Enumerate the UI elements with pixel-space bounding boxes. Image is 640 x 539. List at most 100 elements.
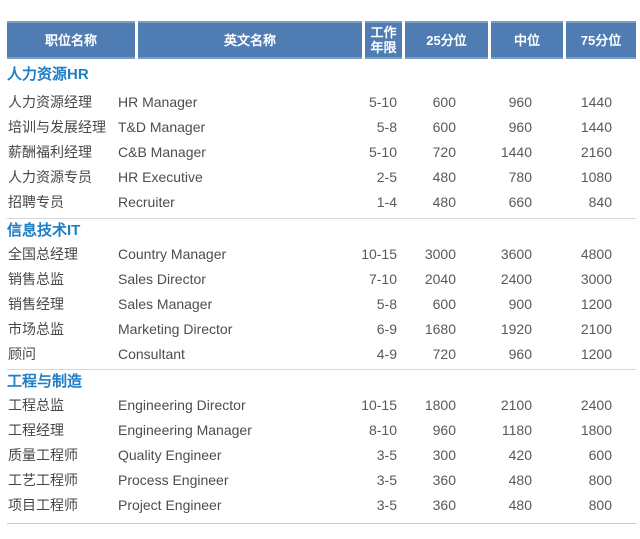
position-en-cell: Process Engineer [118, 471, 229, 488]
years-cell: 5-10 [368, 93, 397, 110]
position-en-cell: HR Executive [118, 168, 203, 185]
table-row: 工程经理 Engineering Manager 8-10 960 1180 1… [7, 417, 636, 442]
years-cell: 5-8 [376, 118, 397, 135]
median-cell: 480 [508, 471, 532, 488]
median-cell: 660 [508, 193, 532, 210]
position-en-cell: T&D Manager [118, 118, 206, 135]
years-cell: 5-8 [376, 295, 397, 312]
p25-cell: 480 [432, 193, 456, 210]
table-row: 培训与发展经理 T&D Manager 5-8 600 960 1440 [7, 114, 636, 139]
column-header-position-cn: 职位名称 [7, 21, 135, 59]
p25-cell: 360 [432, 471, 456, 488]
table-row: 项目工程师 Project Engineer 3-5 360 480 800 [7, 492, 636, 517]
p25-cell: 360 [432, 496, 456, 513]
table-header-row: 职位名称 英文名称 工作年限 25分位 中位 75分位 [7, 21, 636, 59]
p75-cell: 2100 [580, 320, 612, 337]
table-row: 销售经理 Sales Manager 5-8 600 900 1200 [7, 291, 636, 316]
p75-cell: 800 [588, 496, 612, 513]
median-cell: 1180 [501, 421, 532, 438]
p25-cell: 3000 [424, 245, 456, 262]
table-row: 人力资源专员 HR Executive 2-5 480 780 1080 [7, 164, 636, 189]
column-header-p25: 25分位 [405, 21, 488, 59]
p75-cell: 2160 [580, 143, 612, 160]
table-row: 顾问 Consultant 4-9 720 960 1200 [7, 341, 636, 366]
table-row: 工程总监 Engineering Director 10-15 1800 210… [7, 392, 636, 417]
position-en-cell: Engineering Manager [118, 421, 252, 438]
p75-cell: 1440 [580, 118, 612, 135]
table-row: 工艺工程师 Process Engineer 3-5 360 480 800 [7, 467, 636, 492]
median-cell: 2100 [500, 396, 532, 413]
position-en-cell: HR Manager [118, 93, 198, 110]
table-row: 销售总监 Sales Director 7-10 2040 2400 3000 [7, 266, 636, 291]
position-cn-cell: 工艺工程师 [8, 471, 78, 488]
position-cn-cell: 项目工程师 [8, 496, 78, 513]
position-cn-cell: 培训与发展经理 [8, 118, 106, 135]
years-cell: 10-15 [361, 245, 397, 262]
position-cn-cell: 销售经理 [8, 295, 64, 312]
p75-cell: 2400 [580, 396, 612, 413]
p75-cell: 1800 [580, 421, 612, 438]
years-cell: 8-10 [368, 421, 397, 438]
p75-cell: 1200 [580, 345, 612, 362]
position-en-cell: Project Engineer [118, 496, 222, 513]
median-cell: 2400 [500, 270, 532, 287]
position-cn-cell: 市场总监 [8, 320, 64, 337]
p25-cell: 2040 [424, 270, 456, 287]
years-cell: 6-9 [376, 320, 397, 337]
position-cn-cell: 全国总经理 [8, 245, 78, 262]
p75-cell: 800 [588, 471, 612, 488]
median-cell: 1440 [500, 143, 532, 160]
p25-cell: 1680 [424, 320, 456, 337]
column-header-years: 工作年限 [365, 21, 402, 59]
median-cell: 960 [508, 93, 532, 110]
years-cell: 4-9 [376, 345, 397, 362]
section-title-it: 信息技术IT [7, 221, 81, 239]
p75-cell: 1080 [580, 168, 612, 185]
table-row: 质量工程师 Quality Engineer 3-5 300 420 600 [7, 442, 636, 467]
position-cn-cell: 质量工程师 [8, 446, 78, 463]
position-en-cell: C&B Manager [118, 143, 206, 160]
position-en-cell: Quality Engineer [118, 446, 222, 463]
median-cell: 420 [508, 446, 532, 463]
p25-cell: 600 [432, 118, 456, 135]
p25-cell: 600 [432, 93, 456, 110]
median-cell: 480 [508, 496, 532, 513]
position-en-cell: Sales Manager [118, 295, 213, 312]
years-cell: 3-5 [376, 496, 397, 513]
position-en-cell: Consultant [118, 345, 185, 362]
years-cell: 3-5 [376, 471, 397, 488]
p75-cell: 4800 [580, 245, 612, 262]
table-row: 招聘专员 Recruiter 1-4 480 660 840 [7, 189, 636, 214]
position-cn-cell: 招聘专员 [8, 193, 64, 210]
p75-cell: 840 [588, 193, 612, 210]
table-row: 人力资源经理 HR Manager 5-10 600 960 1440 [7, 89, 636, 114]
median-cell: 960 [508, 345, 532, 362]
section-title-hr: 人力资源HR [7, 66, 89, 83]
position-en-cell: Marketing Director [118, 320, 233, 337]
median-cell: 900 [508, 295, 532, 312]
table-row: 全国总经理 Country Manager 10-15 3000 3600 48… [7, 241, 636, 266]
p75-cell: 3000 [580, 270, 612, 287]
years-cell: 2-5 [376, 168, 397, 185]
p25-cell: 1800 [424, 396, 456, 413]
section-engineering: 工程与制造 工程总监 Engineering Director 10-15 18… [7, 369, 636, 517]
p25-cell: 300 [432, 446, 456, 463]
position-en-cell: Country Manager [118, 245, 227, 262]
p25-cell: 720 [432, 345, 456, 362]
median-cell: 1920 [500, 320, 532, 337]
position-cn-cell: 人力资源经理 [8, 93, 92, 110]
section-it: 信息技术IT 全国总经理 Country Manager 10-15 3000 … [7, 218, 636, 366]
p25-cell: 480 [432, 168, 456, 185]
p25-cell: 960 [432, 421, 456, 438]
years-cell: 3-5 [376, 446, 397, 463]
years-cell: 10-15 [361, 396, 397, 413]
column-header-median: 中位 [491, 21, 563, 59]
section-hr: 人力资源HR 人力资源经理 HR Manager 5-10 600 960 14… [7, 59, 636, 214]
section-title-engineering: 工程与制造 [7, 372, 83, 390]
median-cell: 3600 [500, 245, 532, 262]
position-cn-cell: 顾问 [8, 345, 36, 362]
p75-cell: 600 [588, 446, 612, 463]
column-header-position-en: 英文名称 [138, 21, 362, 59]
years-cell: 5-10 [368, 143, 397, 160]
